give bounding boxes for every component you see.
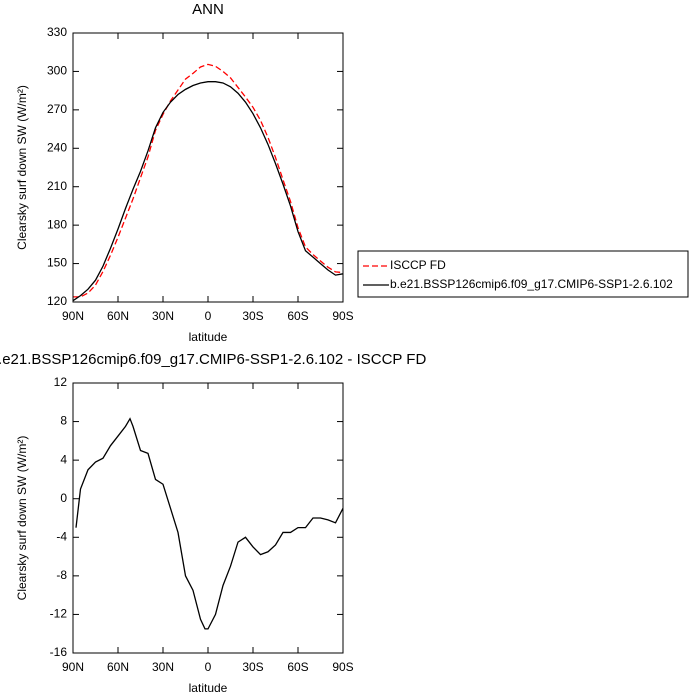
chart-title: ANN [192,1,224,18]
y-axis-label: Clearsky surf down SW (W/m²) [15,436,29,601]
y-tick-label: 150 [47,256,67,270]
plot-frame [72,382,344,654]
y-tick-label: -12 [50,607,68,621]
y-tick-label: 12 [54,375,68,389]
y-tick-label: 210 [47,179,67,193]
y-tick-label: -4 [56,529,67,543]
x-tick-label: 60S [287,309,308,323]
x-tick-label: 60N [107,309,129,323]
data-line [73,63,344,298]
x-tick-label: 30S [242,309,263,323]
y-tick-label: 8 [60,414,67,428]
x-tick-label: 90N [62,660,84,674]
x-tick-label: 30N [152,309,174,323]
y-tick-label: 0 [60,491,67,505]
x-tick-label: 90S [332,309,353,323]
y-tick-label: 270 [47,102,67,116]
chart-title: b.e21.BSSP126cmip6.f09_g17.CMIP6-SSP1-2.… [0,351,426,368]
y-tick-label: 4 [60,452,67,466]
x-tick-label: 30S [242,660,263,674]
x-axis-label: latitude [189,681,228,695]
y-tick-label: 180 [47,217,67,231]
data-line [72,81,344,302]
x-tick-label: 0 [205,309,212,323]
legend-label: ISCCP FD [390,258,446,272]
y-tick-label: 300 [47,64,67,78]
x-axis-label: latitude [189,330,228,344]
y-tick-label: 120 [47,294,67,308]
y-axis-label: Clearsky surf down SW (W/m²) [15,85,29,250]
x-tick-label: 90N [62,309,84,323]
y-tick-label: -16 [50,645,68,659]
x-tick-label: 60S [287,660,308,674]
y-tick-label: 330 [47,25,67,39]
data-line [75,417,344,630]
legend-box [357,250,689,298]
y-tick-label: -8 [56,568,67,582]
x-tick-label: 60N [107,660,129,674]
x-tick-label: 90S [332,660,353,674]
x-tick-label: 0 [205,660,212,674]
y-tick-label: 240 [47,140,67,154]
plot-frame [72,32,344,303]
legend-label: b.e21.BSSP126cmip6.f09_g17.CMIP6-SSP1-2.… [390,277,673,291]
x-tick-label: 30N [152,660,174,674]
